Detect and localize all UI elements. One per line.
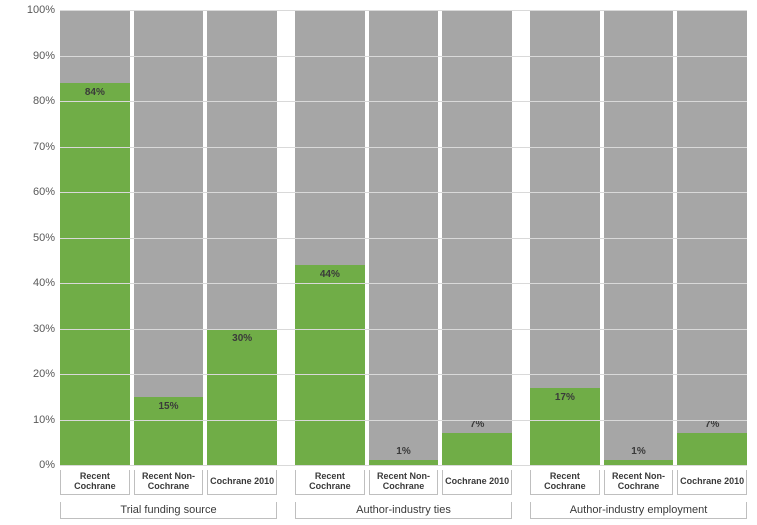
grid-line (60, 147, 747, 148)
bar-segment-secondary (530, 10, 600, 388)
bar-segment-secondary (442, 10, 512, 433)
bar-value-label: 7% (470, 419, 484, 430)
x-group: Recent CochraneRecent Non-CochraneCochra… (60, 470, 277, 495)
y-tick-label: 60% (20, 186, 55, 198)
x-category-label: Recent Non-Cochrane (134, 470, 204, 495)
plot-area: 84%15%30%44%1%7%17%1%7% 0%10%20%30%40%50… (60, 10, 747, 465)
x-group-labels-row: Trial funding source Author-industry ties… (60, 502, 747, 519)
bar-segment-primary: 17% (530, 388, 600, 465)
grid-line (60, 192, 747, 193)
y-tick-label: 100% (20, 4, 55, 16)
y-tick-label: 0% (20, 459, 55, 471)
grid-line (60, 374, 747, 375)
bar-segment-secondary (207, 10, 277, 329)
x-category-label: Cochrane 2010 (207, 470, 277, 495)
y-tick-label: 70% (20, 141, 55, 153)
grid-line (60, 101, 747, 102)
y-tick-label: 50% (20, 232, 55, 244)
x-category-label: Cochrane 2010 (677, 470, 747, 495)
bar-value-label: 44% (320, 269, 340, 280)
bar-value-label: 30% (232, 333, 252, 344)
bar-value-label: 1% (396, 446, 410, 457)
x-category-label: Recent Cochrane (530, 470, 600, 495)
bar-segment-primary: 7% (442, 433, 512, 465)
grid-line (60, 10, 747, 11)
x-category-label: Recent Cochrane (60, 470, 130, 495)
grid-line (60, 283, 747, 284)
x-group-label: Trial funding source (60, 502, 277, 519)
bar-value-label: 7% (705, 419, 719, 430)
bar-segment-primary: 44% (295, 265, 365, 465)
y-tick-label: 80% (20, 95, 55, 107)
chart-container: Percent of Meta-Analyses 84%15%30%44%1%7… (0, 0, 757, 525)
x-group-label: Author-industry employment (530, 502, 747, 519)
y-tick-label: 10% (20, 414, 55, 426)
grid-line (60, 329, 747, 330)
bar-segment-primary: 30% (207, 329, 277, 466)
x-group-label: Author-industry ties (295, 502, 512, 519)
bar-value-label: 1% (631, 446, 645, 457)
y-tick-label: 30% (20, 323, 55, 335)
bar-value-label: 84% (85, 87, 105, 98)
y-tick-label: 90% (20, 50, 55, 62)
x-category-label: Recent Non-Cochrane (369, 470, 439, 495)
bar-value-label: 17% (555, 392, 575, 403)
bar-value-label: 15% (158, 401, 178, 412)
x-category-label: Recent Non-Cochrane (604, 470, 674, 495)
grid-line (60, 420, 747, 421)
grid-line (60, 238, 747, 239)
x-category-label: Cochrane 2010 (442, 470, 512, 495)
bar-segment-primary: 7% (677, 433, 747, 465)
x-category-labels-row: Recent CochraneRecent Non-CochraneCochra… (60, 470, 747, 495)
bar-segment-primary: 84% (60, 83, 130, 465)
y-tick-label: 40% (20, 277, 55, 289)
grid-line (60, 465, 747, 466)
x-group: Recent CochraneRecent Non-CochraneCochra… (295, 470, 512, 495)
bar-segment-secondary (134, 10, 204, 397)
bar-segment-secondary (369, 10, 439, 460)
grid-line (60, 56, 747, 57)
bar-segment-secondary (677, 10, 747, 433)
y-tick-label: 20% (20, 368, 55, 380)
bar-segment-secondary (295, 10, 365, 265)
bar-segment-primary: 15% (134, 397, 204, 465)
x-category-label: Recent Cochrane (295, 470, 365, 495)
x-group: Recent CochraneRecent Non-CochraneCochra… (530, 470, 747, 495)
bar-segment-secondary (60, 10, 130, 83)
bar-segment-secondary (604, 10, 674, 460)
